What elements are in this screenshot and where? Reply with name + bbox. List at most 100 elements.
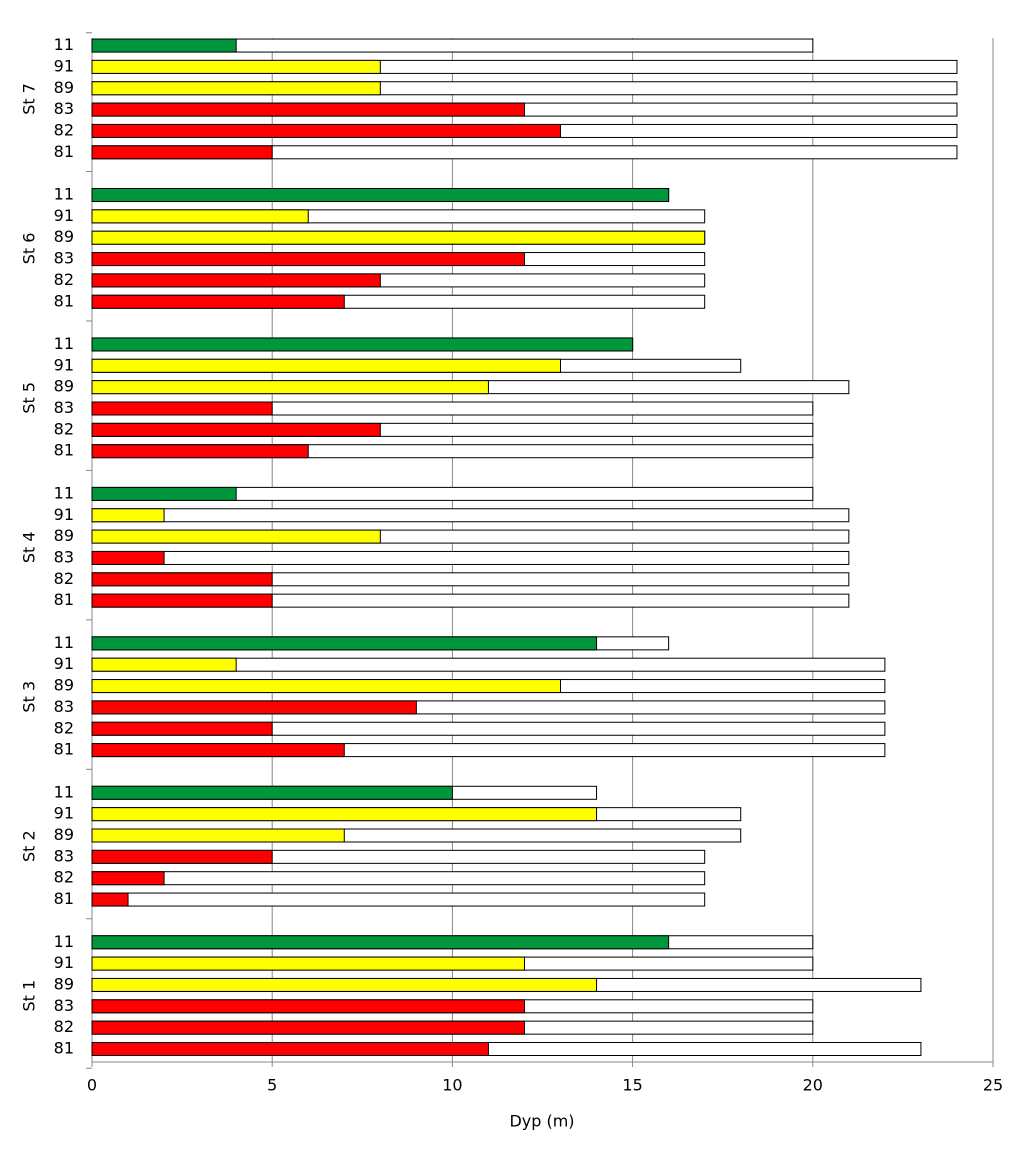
- group-label: St 1: [20, 980, 39, 1012]
- y-tick-label: 11: [54, 185, 74, 204]
- bar: [91, 572, 273, 587]
- bar: [91, 209, 309, 224]
- bar: [91, 593, 273, 608]
- bar: [91, 1020, 525, 1035]
- bar: [91, 892, 129, 907]
- bar: [91, 38, 237, 53]
- y-tick-label: 83: [54, 697, 74, 716]
- total-bar: [91, 550, 850, 565]
- bar: [91, 721, 273, 736]
- bar: [91, 977, 598, 992]
- x-tick-label: 20: [803, 1076, 823, 1095]
- bar: [91, 145, 273, 160]
- y-tick-label: 83: [54, 547, 74, 566]
- bar: [91, 230, 706, 245]
- bar: [91, 273, 381, 288]
- bar: [91, 252, 525, 267]
- y-tick-label: 83: [54, 398, 74, 417]
- total-bar: [91, 871, 706, 886]
- bar: [91, 102, 525, 117]
- bar: [91, 849, 273, 864]
- group-label: St 3: [20, 681, 39, 713]
- bar: [91, 422, 381, 437]
- y-tick-label: 82: [54, 569, 74, 588]
- bar: [91, 486, 237, 501]
- bar: [91, 956, 525, 971]
- y-tick-label: 82: [54, 1017, 74, 1036]
- bar: [91, 380, 489, 395]
- y-tick-label: 82: [54, 120, 74, 139]
- x-tick-label: 5: [267, 1076, 277, 1095]
- y-tick-label: 11: [54, 633, 74, 652]
- bar: [91, 636, 598, 651]
- bar: [91, 444, 309, 459]
- y-tick-label: 11: [54, 483, 74, 502]
- bar: [91, 828, 345, 843]
- total-bar: [91, 892, 706, 907]
- group-label: St 6: [20, 233, 39, 265]
- bar: [91, 188, 670, 202]
- y-tick-label: 81: [54, 590, 74, 609]
- y-tick-label: 81: [54, 1039, 74, 1058]
- group-label: St 7: [20, 83, 39, 115]
- bar: [91, 508, 165, 523]
- bar: [91, 679, 562, 694]
- bar: [91, 59, 381, 74]
- y-tick-label: 82: [54, 270, 74, 289]
- bar: [91, 700, 417, 715]
- y-tick-label: 89: [54, 227, 74, 246]
- y-tick-label: 91: [54, 355, 74, 374]
- y-tick-label: 81: [54, 142, 74, 161]
- y-tick-label: 91: [54, 56, 74, 75]
- x-tick-label: 15: [622, 1076, 642, 1095]
- bar: [91, 401, 273, 416]
- bar: [91, 785, 453, 800]
- y-tick-label: 89: [54, 526, 74, 545]
- x-tick-label: 0: [87, 1076, 97, 1095]
- bar: [91, 529, 381, 544]
- y-tick-label: 83: [54, 996, 74, 1015]
- bar: [91, 294, 345, 309]
- group-label: St 4: [20, 531, 39, 563]
- y-tick-label: 89: [54, 377, 74, 396]
- y-tick-label: 91: [54, 654, 74, 673]
- bar: [91, 337, 634, 352]
- y-tick-label: 11: [54, 932, 74, 951]
- y-tick-label: 91: [54, 505, 74, 524]
- bar: [91, 999, 525, 1014]
- bar: [91, 550, 165, 565]
- bar: [91, 743, 345, 758]
- group-label: St 5: [20, 382, 39, 414]
- y-tick-label: 81: [54, 291, 74, 310]
- y-tick-label: 81: [54, 441, 74, 460]
- y-tick-label: 89: [54, 676, 74, 695]
- y-tick-label: 91: [54, 206, 74, 225]
- y-tick-label: 11: [54, 334, 74, 353]
- bar: [91, 871, 165, 886]
- y-tick-label: 81: [54, 889, 74, 908]
- bar: [91, 81, 381, 96]
- y-tick-label: 81: [54, 740, 74, 759]
- x-tick-label: 25: [983, 1076, 1003, 1095]
- bar: [91, 123, 562, 138]
- bar: [91, 935, 670, 950]
- y-tick-label: 89: [54, 78, 74, 97]
- y-tick-label: 91: [54, 804, 74, 823]
- total-bar: [91, 508, 850, 523]
- bar: [91, 657, 237, 672]
- y-tick-label: 83: [54, 846, 74, 865]
- y-tick-label: 91: [54, 953, 74, 972]
- y-tick-label: 11: [54, 782, 74, 801]
- y-tick-label: 82: [54, 419, 74, 438]
- y-tick-label: 11: [54, 35, 74, 54]
- x-tick-label: 10: [442, 1076, 462, 1095]
- bar: [91, 358, 562, 373]
- x-axis-label: Dyp (m): [509, 1112, 574, 1131]
- y-tick-label: 82: [54, 868, 74, 887]
- bar: [91, 807, 598, 822]
- y-tick-label: 83: [54, 99, 74, 118]
- y-tick-label: 89: [54, 825, 74, 844]
- y-tick-label: 82: [54, 718, 74, 737]
